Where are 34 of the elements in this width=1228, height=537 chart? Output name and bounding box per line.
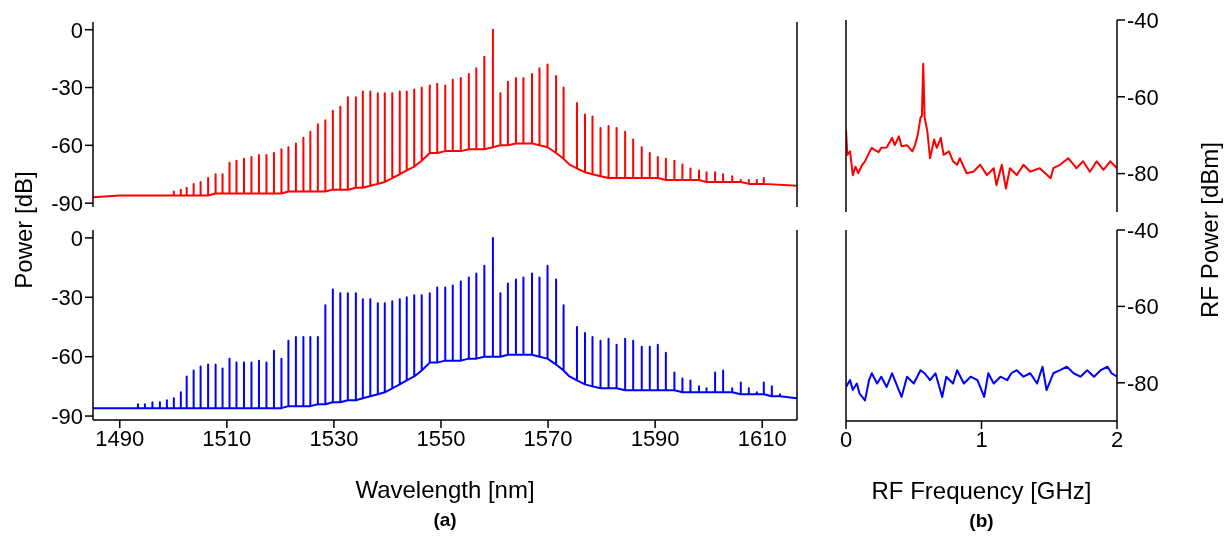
x-tick-label: 1570 xyxy=(523,425,573,451)
x-tick-label: 1530 xyxy=(309,425,359,451)
x-tick-label: 1510 xyxy=(202,425,252,451)
line-series xyxy=(846,62,1117,190)
x-tick-label: 0 xyxy=(839,426,853,452)
line-series xyxy=(93,28,797,199)
line-series xyxy=(93,236,797,410)
x-tick-label: 1550 xyxy=(416,425,466,451)
y2-tick-label: -60 xyxy=(1127,294,1159,320)
text: (a) xyxy=(433,509,457,531)
x-tick-label: 1 xyxy=(975,426,988,452)
x-axis-title: RF Frequency [GHz] xyxy=(871,477,1092,505)
line-series xyxy=(846,365,1117,402)
y2-tick-label: -40 xyxy=(1127,7,1159,33)
x-tick-label: 1590 xyxy=(630,425,680,451)
x-tick-label: 1610 xyxy=(737,425,787,451)
y-tick-label: 0 xyxy=(70,17,83,43)
y-tick-label: 0 xyxy=(70,225,83,251)
x-tick-label: 2 xyxy=(1110,426,1124,452)
y-tick-label: -30 xyxy=(51,285,83,311)
y2-axis-title: RF Power [dBm] xyxy=(1196,141,1224,319)
y2-tick-label: -40 xyxy=(1127,217,1159,243)
y2-tick-label: -80 xyxy=(1127,370,1159,396)
text: (b) xyxy=(969,510,994,532)
y-tick-label: -90 xyxy=(51,190,83,216)
x-axis-title: Wavelength [nm] xyxy=(355,476,535,504)
y2-tick-label: -60 xyxy=(1127,84,1159,110)
x-tick-label: 1490 xyxy=(95,425,145,451)
y-tick-label: -60 xyxy=(51,133,83,159)
y-tick-label: -30 xyxy=(51,75,83,101)
y-tick-label: -90 xyxy=(51,403,83,429)
y-axis-title: Power [dB] xyxy=(10,171,38,289)
y2-tick-label: -80 xyxy=(1127,161,1159,187)
y-tick-label: -60 xyxy=(51,344,83,370)
